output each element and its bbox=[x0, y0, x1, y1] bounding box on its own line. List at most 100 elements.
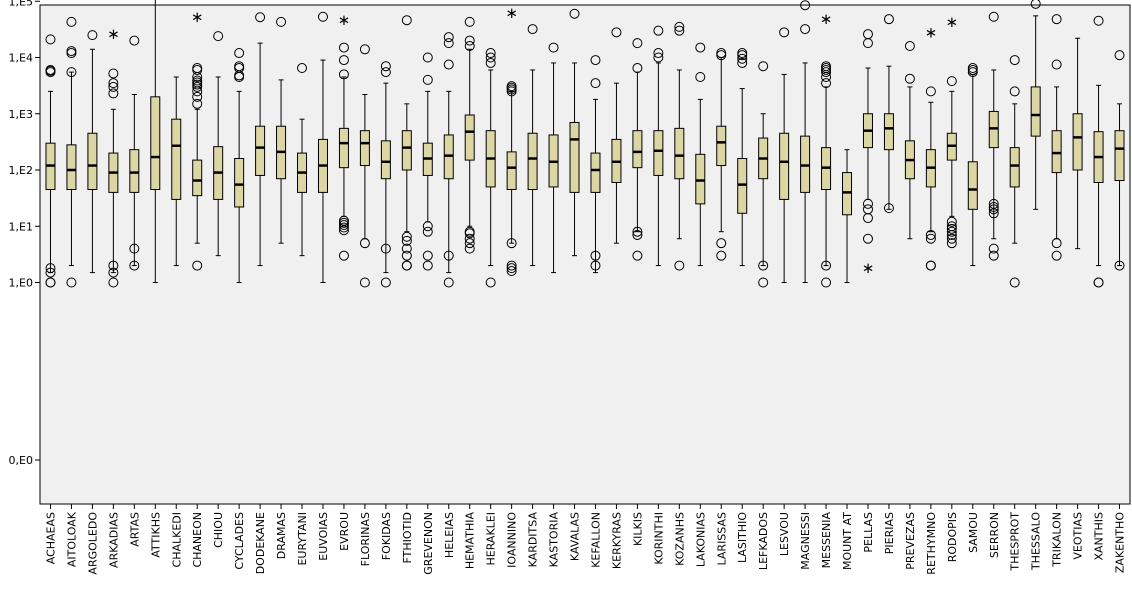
outlier-point bbox=[192, 75, 203, 86]
x-category-label: MOUNT AT bbox=[841, 512, 854, 570]
box bbox=[506, 151, 517, 191]
outlier-point bbox=[821, 260, 832, 271]
box-group-samou bbox=[967, 63, 978, 267]
outlier-point bbox=[716, 250, 727, 261]
box bbox=[1051, 130, 1062, 174]
x-category-label: CHIOU bbox=[212, 512, 225, 548]
x-category-label: KILKIS bbox=[631, 512, 644, 546]
y-tick-label: 1,E1 bbox=[9, 220, 33, 233]
y-tick-label: 1,E3 bbox=[9, 108, 33, 121]
outlier-point bbox=[1009, 277, 1020, 288]
outlier-point bbox=[45, 277, 56, 288]
outlier-point bbox=[401, 235, 412, 246]
x-category-label: CHANEON bbox=[191, 512, 204, 568]
box bbox=[842, 172, 853, 216]
box-group-xanthis bbox=[1093, 15, 1104, 288]
outlier-point bbox=[338, 222, 349, 233]
outlier-point bbox=[506, 238, 517, 249]
y-axis: 1,E61,E51,E41,E31,E21,E11,E00,E0 bbox=[9, 0, 40, 467]
x-category-label: DODEKANE bbox=[254, 512, 267, 574]
y-tick-label: 1,E4 bbox=[9, 52, 33, 65]
outlier-point bbox=[213, 31, 224, 42]
outlier-point bbox=[401, 260, 412, 271]
outlier-point bbox=[443, 250, 454, 261]
box bbox=[66, 144, 77, 191]
outlier-point bbox=[506, 263, 517, 274]
outlier-point bbox=[800, 0, 811, 11]
outlier-point bbox=[464, 233, 475, 244]
box-group-grevenon bbox=[422, 52, 433, 271]
x-category-label: EUVOIAS bbox=[317, 512, 330, 561]
outlier-point bbox=[862, 198, 873, 209]
outlier-point bbox=[988, 243, 999, 254]
outlier-point bbox=[590, 260, 601, 271]
x-category-label: KARDITSA bbox=[527, 512, 540, 568]
outlier-point bbox=[422, 52, 433, 63]
x-category-label: SERRON bbox=[988, 512, 1001, 558]
x-category-label: LESVOU bbox=[778, 512, 791, 556]
outlier-point bbox=[192, 91, 203, 102]
outlier-point bbox=[862, 204, 873, 215]
outlier-point bbox=[129, 243, 140, 254]
box-group-florinas bbox=[359, 44, 370, 288]
outlier-point bbox=[485, 57, 496, 68]
outlier-point bbox=[925, 86, 936, 97]
x-category-label: GREVENON bbox=[422, 512, 435, 575]
box bbox=[1114, 130, 1125, 182]
x-category-label: LARISSAS bbox=[715, 512, 728, 565]
box-group-rethymno: ∗ bbox=[925, 23, 937, 271]
outlier-point bbox=[1051, 250, 1062, 261]
outlier-point bbox=[464, 238, 475, 249]
outlier-point bbox=[401, 15, 412, 26]
outlier-point bbox=[548, 42, 559, 53]
box-group-zakentho bbox=[1114, 50, 1125, 271]
outlier-point bbox=[946, 226, 957, 237]
box-group-achaeas: ∗ bbox=[45, 34, 56, 288]
outlier-point bbox=[988, 250, 999, 261]
x-category-label: KASTORIA bbox=[548, 512, 561, 568]
x-category-label: MAGNESSI bbox=[799, 512, 812, 570]
outlier-point bbox=[108, 260, 119, 271]
outlier-point bbox=[758, 260, 769, 271]
x-category-label: THESSALO bbox=[1030, 512, 1043, 571]
x-category-label: HEMATHIA bbox=[464, 512, 477, 570]
outlier-point bbox=[338, 69, 349, 80]
extreme-point: ∗ bbox=[107, 25, 120, 43]
box-group-artas bbox=[129, 35, 140, 271]
outlier-point bbox=[234, 48, 245, 59]
box-group-kilkis bbox=[632, 38, 643, 261]
outlier-point bbox=[1114, 50, 1125, 61]
outlier-point bbox=[485, 277, 496, 288]
x-category-label: ARKADIAS bbox=[107, 512, 120, 568]
outlier-point bbox=[485, 52, 496, 63]
outlier-point bbox=[338, 42, 349, 53]
y-tick-label: 1,E0 bbox=[9, 277, 33, 290]
box bbox=[234, 158, 245, 208]
x-category-label: LASITHIO bbox=[736, 512, 749, 563]
outlier-point bbox=[276, 16, 287, 27]
outlier-point bbox=[632, 250, 643, 261]
outlier-point bbox=[108, 267, 119, 278]
outlier-point bbox=[422, 226, 433, 237]
x-category-label: KORINTHI bbox=[652, 512, 665, 565]
outlier-point bbox=[317, 11, 328, 22]
outlier-point bbox=[1114, 260, 1125, 271]
outlier-point bbox=[527, 24, 538, 35]
outlier-point bbox=[632, 38, 643, 49]
box bbox=[129, 149, 140, 193]
outlier-point bbox=[695, 72, 706, 83]
outlier-point bbox=[66, 67, 77, 78]
outlier-point bbox=[485, 48, 496, 59]
extreme-point: ∗ bbox=[484, 0, 497, 4]
box-group-heraklei: ∗ bbox=[484, 0, 497, 288]
outlier-point bbox=[338, 55, 349, 66]
x-category-label: PELLAS bbox=[862, 512, 875, 553]
x-category-label: MESSENIA bbox=[820, 512, 833, 569]
outlier-point bbox=[129, 260, 140, 271]
extreme-point: ∗ bbox=[715, 0, 728, 4]
outlier-point bbox=[45, 263, 56, 274]
box-group-hemathia bbox=[464, 16, 475, 254]
outlier-point bbox=[66, 46, 77, 57]
outlier-point bbox=[946, 233, 957, 244]
outlier-point bbox=[653, 25, 664, 36]
